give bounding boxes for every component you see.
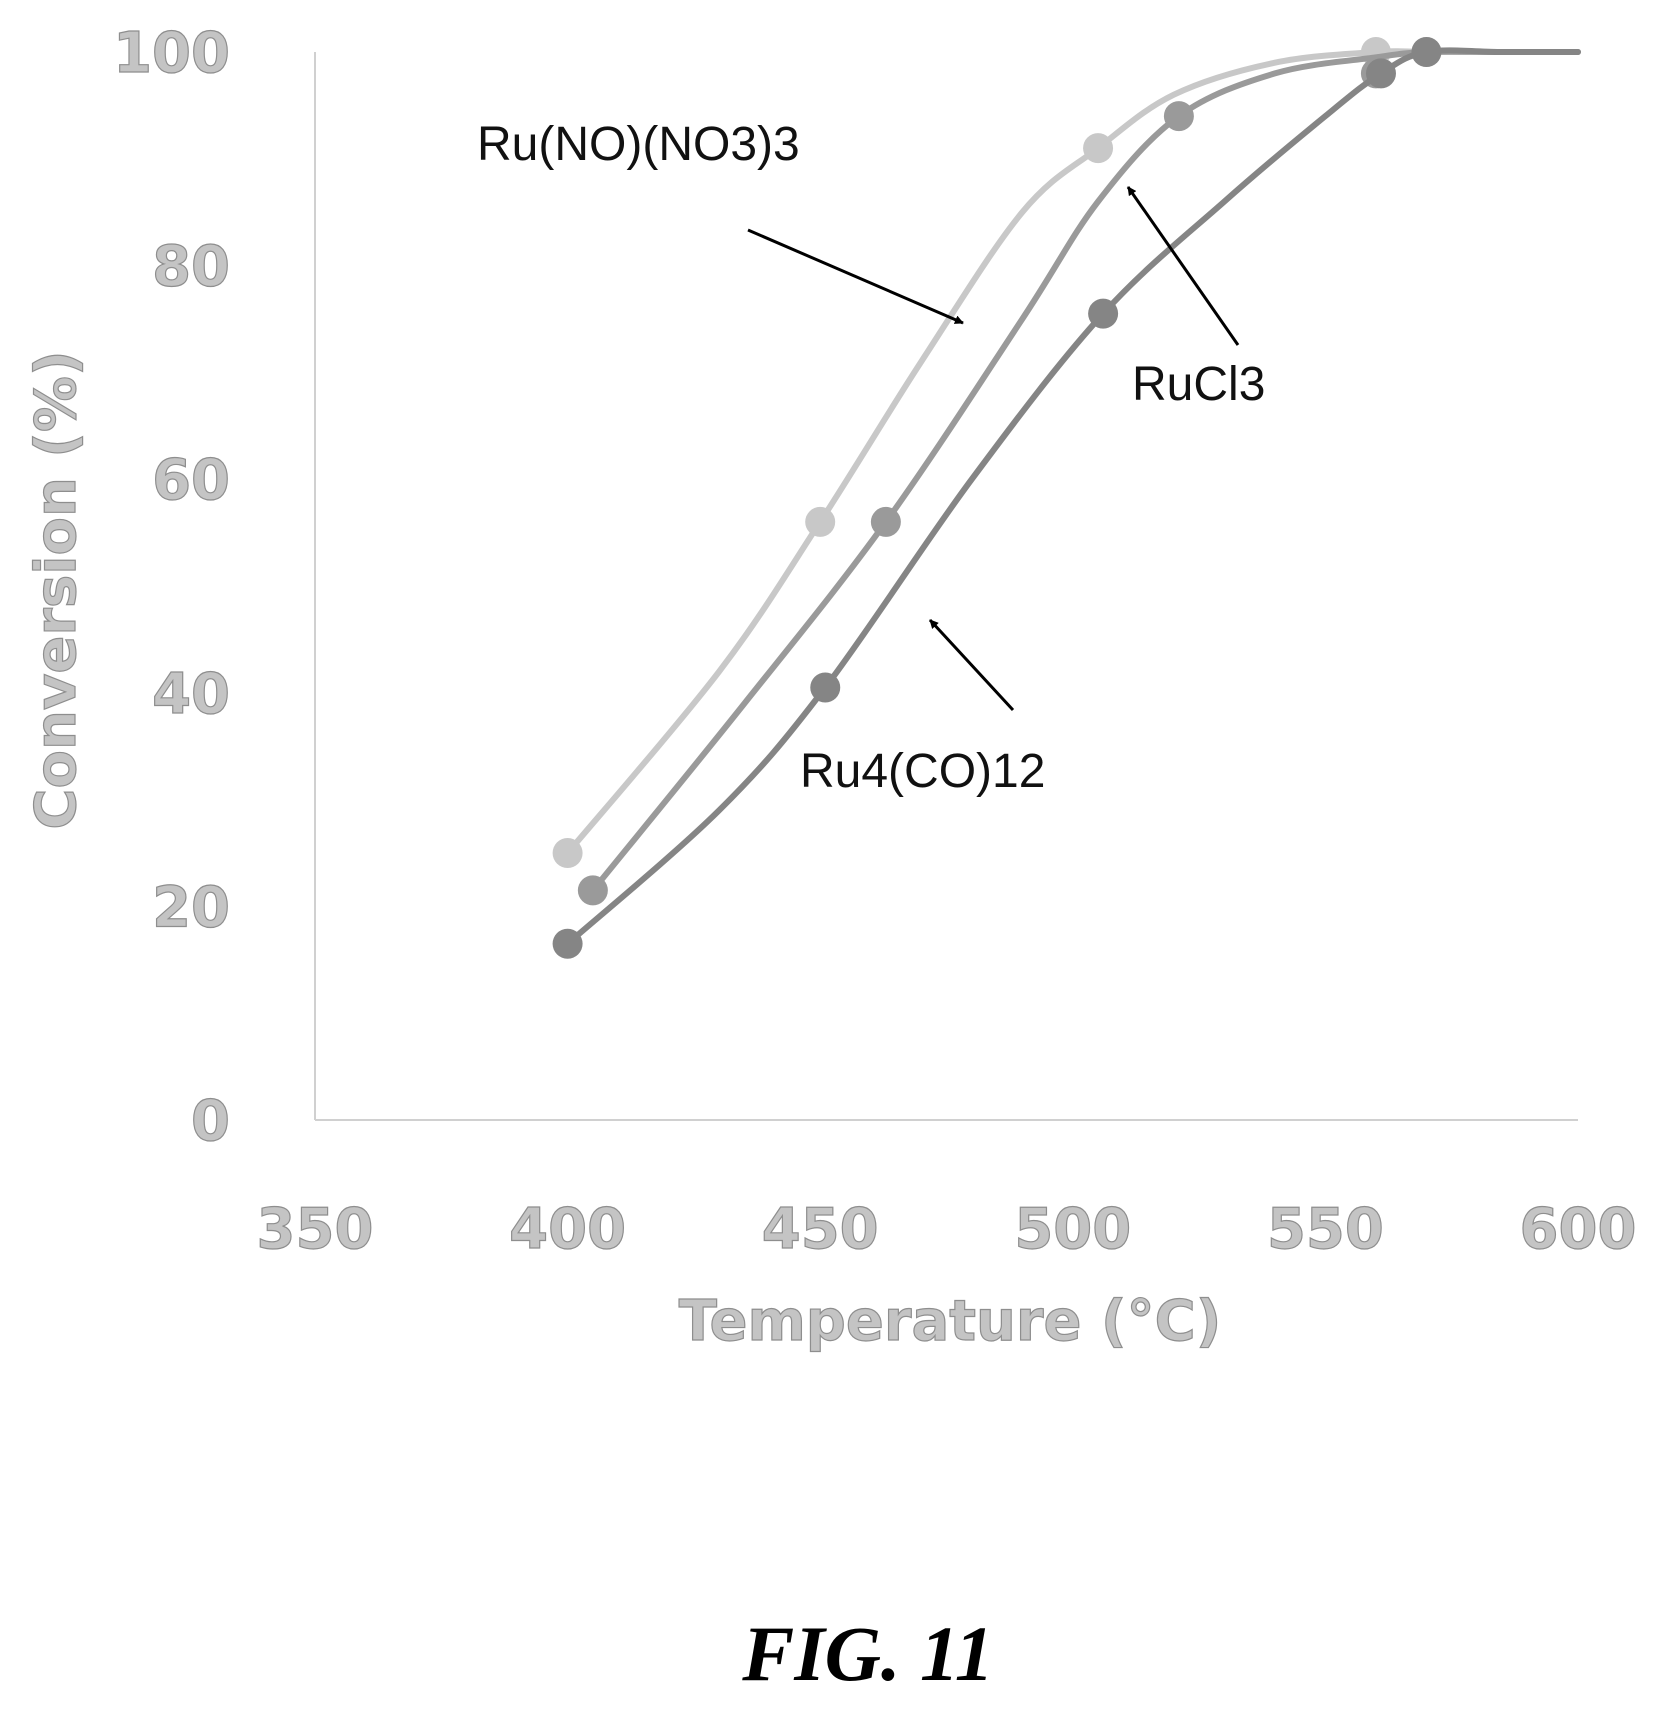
data-point-ru-no-no3-3 xyxy=(805,506,836,537)
annotation-ru4co12: Ru4(CO)12 xyxy=(800,618,1045,798)
data-point-rucl3 xyxy=(577,875,608,906)
data-point-ru4-co-12 xyxy=(1411,37,1442,67)
y-tick-label: 0 xyxy=(191,1089,230,1154)
data-point-ru4-co-12 xyxy=(810,672,841,703)
y-tick-label: 20 xyxy=(152,875,230,940)
x-tick-labels: 350 400 450 500 550 600 xyxy=(256,1196,1637,1262)
data-point-ru-no-no3-3 xyxy=(552,838,583,868)
data-point-ru-no-no3-3 xyxy=(1083,133,1114,164)
annotation-arrow-ru4co12 xyxy=(928,618,1015,712)
annotation-rucl3: RuCl3 xyxy=(1126,186,1265,411)
data-point-ru4-co-12 xyxy=(1365,58,1396,89)
y-tick-label: 100 xyxy=(113,21,230,86)
figure-caption: FIG. 11 xyxy=(741,1610,993,1697)
data-point-rucl3 xyxy=(1163,101,1194,132)
series-layer xyxy=(552,37,1581,959)
annotation-label-ru4co12: Ru4(CO)12 xyxy=(800,745,1045,798)
x-tick-label: 600 xyxy=(1520,1197,1637,1262)
annotation-label-rucl3: RuCl3 xyxy=(1132,358,1265,411)
x-axis-title: Temperature (°C) xyxy=(679,1289,1222,1354)
series-rucl3 xyxy=(577,48,1581,906)
annotation-ru-no-no3: Ru(NO)(NO3)3 xyxy=(477,118,964,325)
annotation-arrow-rucl3 xyxy=(1126,186,1240,346)
x-tick-label: 350 xyxy=(257,1197,374,1262)
y-tick-label: 80 xyxy=(152,235,230,300)
x-tick-label: 400 xyxy=(509,1197,626,1262)
series-line-ru4-co-12 xyxy=(564,47,1581,947)
y-tick-label: 40 xyxy=(152,662,230,727)
annotation-arrow-ru-no-no3 xyxy=(747,228,964,325)
plot-area: 0 20 40 60 80 100 350 400 450 500 550 600 xyxy=(112,20,1637,1262)
y-tick-labels: 0 20 40 60 80 100 xyxy=(112,20,230,1154)
annotation-label-ru-no-no3: Ru(NO)(NO3)3 xyxy=(477,118,800,171)
data-point-ru4-co-12 xyxy=(1088,298,1119,329)
y-axis-title: Conversion (%) xyxy=(24,350,89,829)
x-tick-label: 450 xyxy=(762,1197,879,1262)
data-point-ru4-co-12 xyxy=(552,928,583,959)
x-tick-label: 500 xyxy=(1014,1197,1131,1262)
x-tick-label: 550 xyxy=(1267,1197,1384,1262)
series-line-rucl3 xyxy=(589,48,1581,894)
y-tick-label: 60 xyxy=(152,448,230,513)
series-ru4-co-12 xyxy=(552,37,1581,959)
data-point-rucl3 xyxy=(870,506,901,537)
